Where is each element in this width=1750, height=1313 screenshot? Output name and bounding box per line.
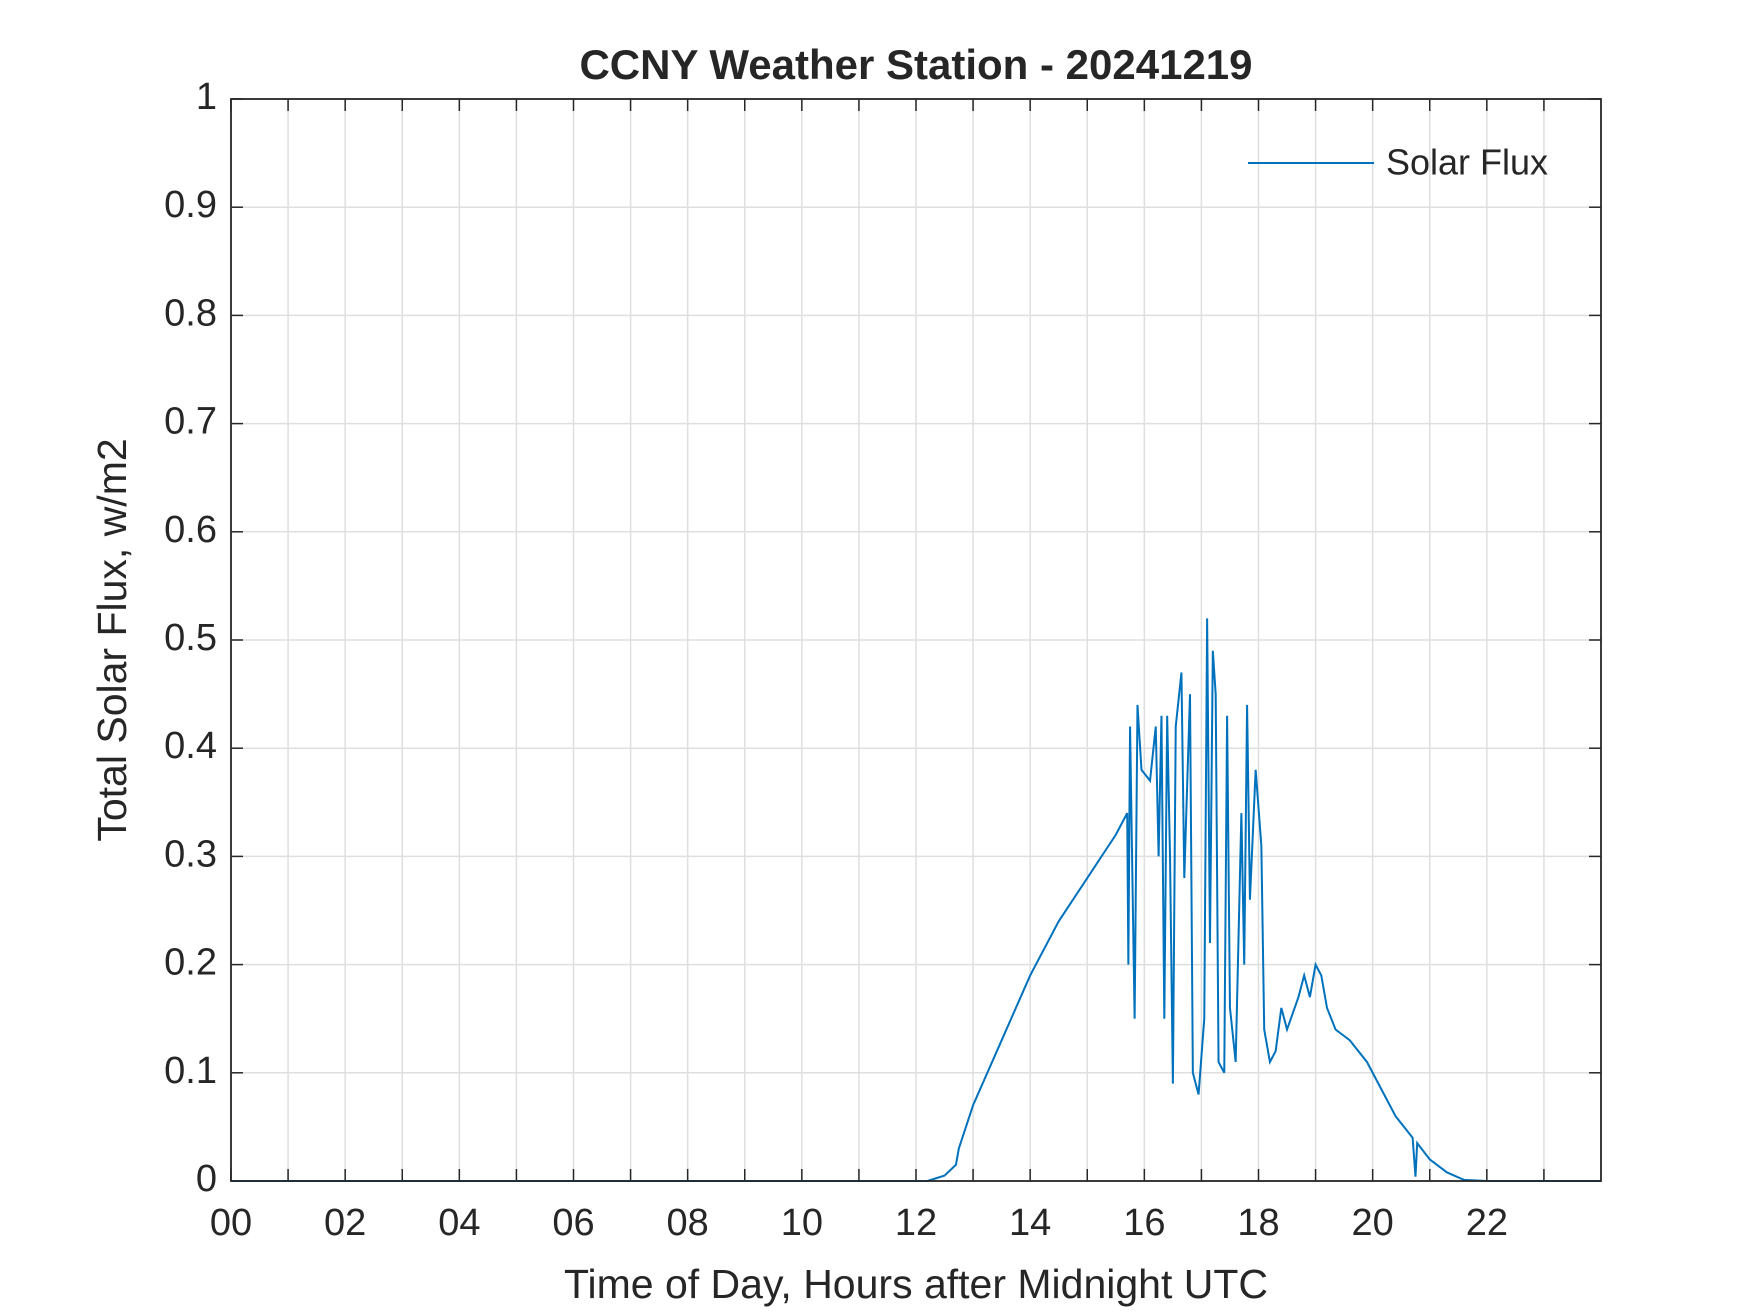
y-tick-label: 0	[196, 1158, 217, 1200]
x-tick-label: 12	[895, 1202, 937, 1244]
legend-label: Solar Flux	[1386, 142, 1548, 183]
x-axis-label: Time of Day, Hours after Midnight UTC	[564, 1261, 1268, 1307]
x-tick-label: 22	[1466, 1202, 1508, 1244]
x-tick-label: 00	[210, 1202, 252, 1244]
x-tick-label: 08	[667, 1202, 709, 1244]
x-tick-label: 18	[1237, 1202, 1279, 1244]
series-line	[231, 618, 1601, 1182]
y-tick-label: 0.7	[164, 401, 217, 443]
chart-title: CCNY Weather Station - 20241219	[579, 41, 1252, 88]
y-tick-label: 0.8	[164, 292, 217, 334]
y-tick-label: 0.3	[164, 833, 217, 875]
x-tick-label: 10	[781, 1202, 823, 1244]
y-tick-label: 0.5	[164, 617, 217, 659]
x-tick-label: 20	[1352, 1202, 1394, 1244]
x-tick-label: 02	[324, 1202, 366, 1244]
y-tick-label: 0.6	[164, 509, 217, 551]
y-tick-label: 1	[196, 76, 217, 118]
y-tick-label: 0.4	[164, 725, 217, 767]
y-axis-label: Total Solar Flux, w/m2	[89, 438, 135, 841]
y-tick-label: 0.9	[164, 184, 217, 226]
plot-frame	[230, 98, 1602, 1182]
x-tick-label: 16	[1123, 1202, 1165, 1244]
y-tick-label: 0.1	[164, 1050, 217, 1092]
x-tick-label: 04	[438, 1202, 480, 1244]
x-tick-label: 06	[552, 1202, 594, 1244]
y-tick-label: 0.2	[164, 942, 217, 984]
x-tick-label: 14	[1009, 1202, 1051, 1244]
